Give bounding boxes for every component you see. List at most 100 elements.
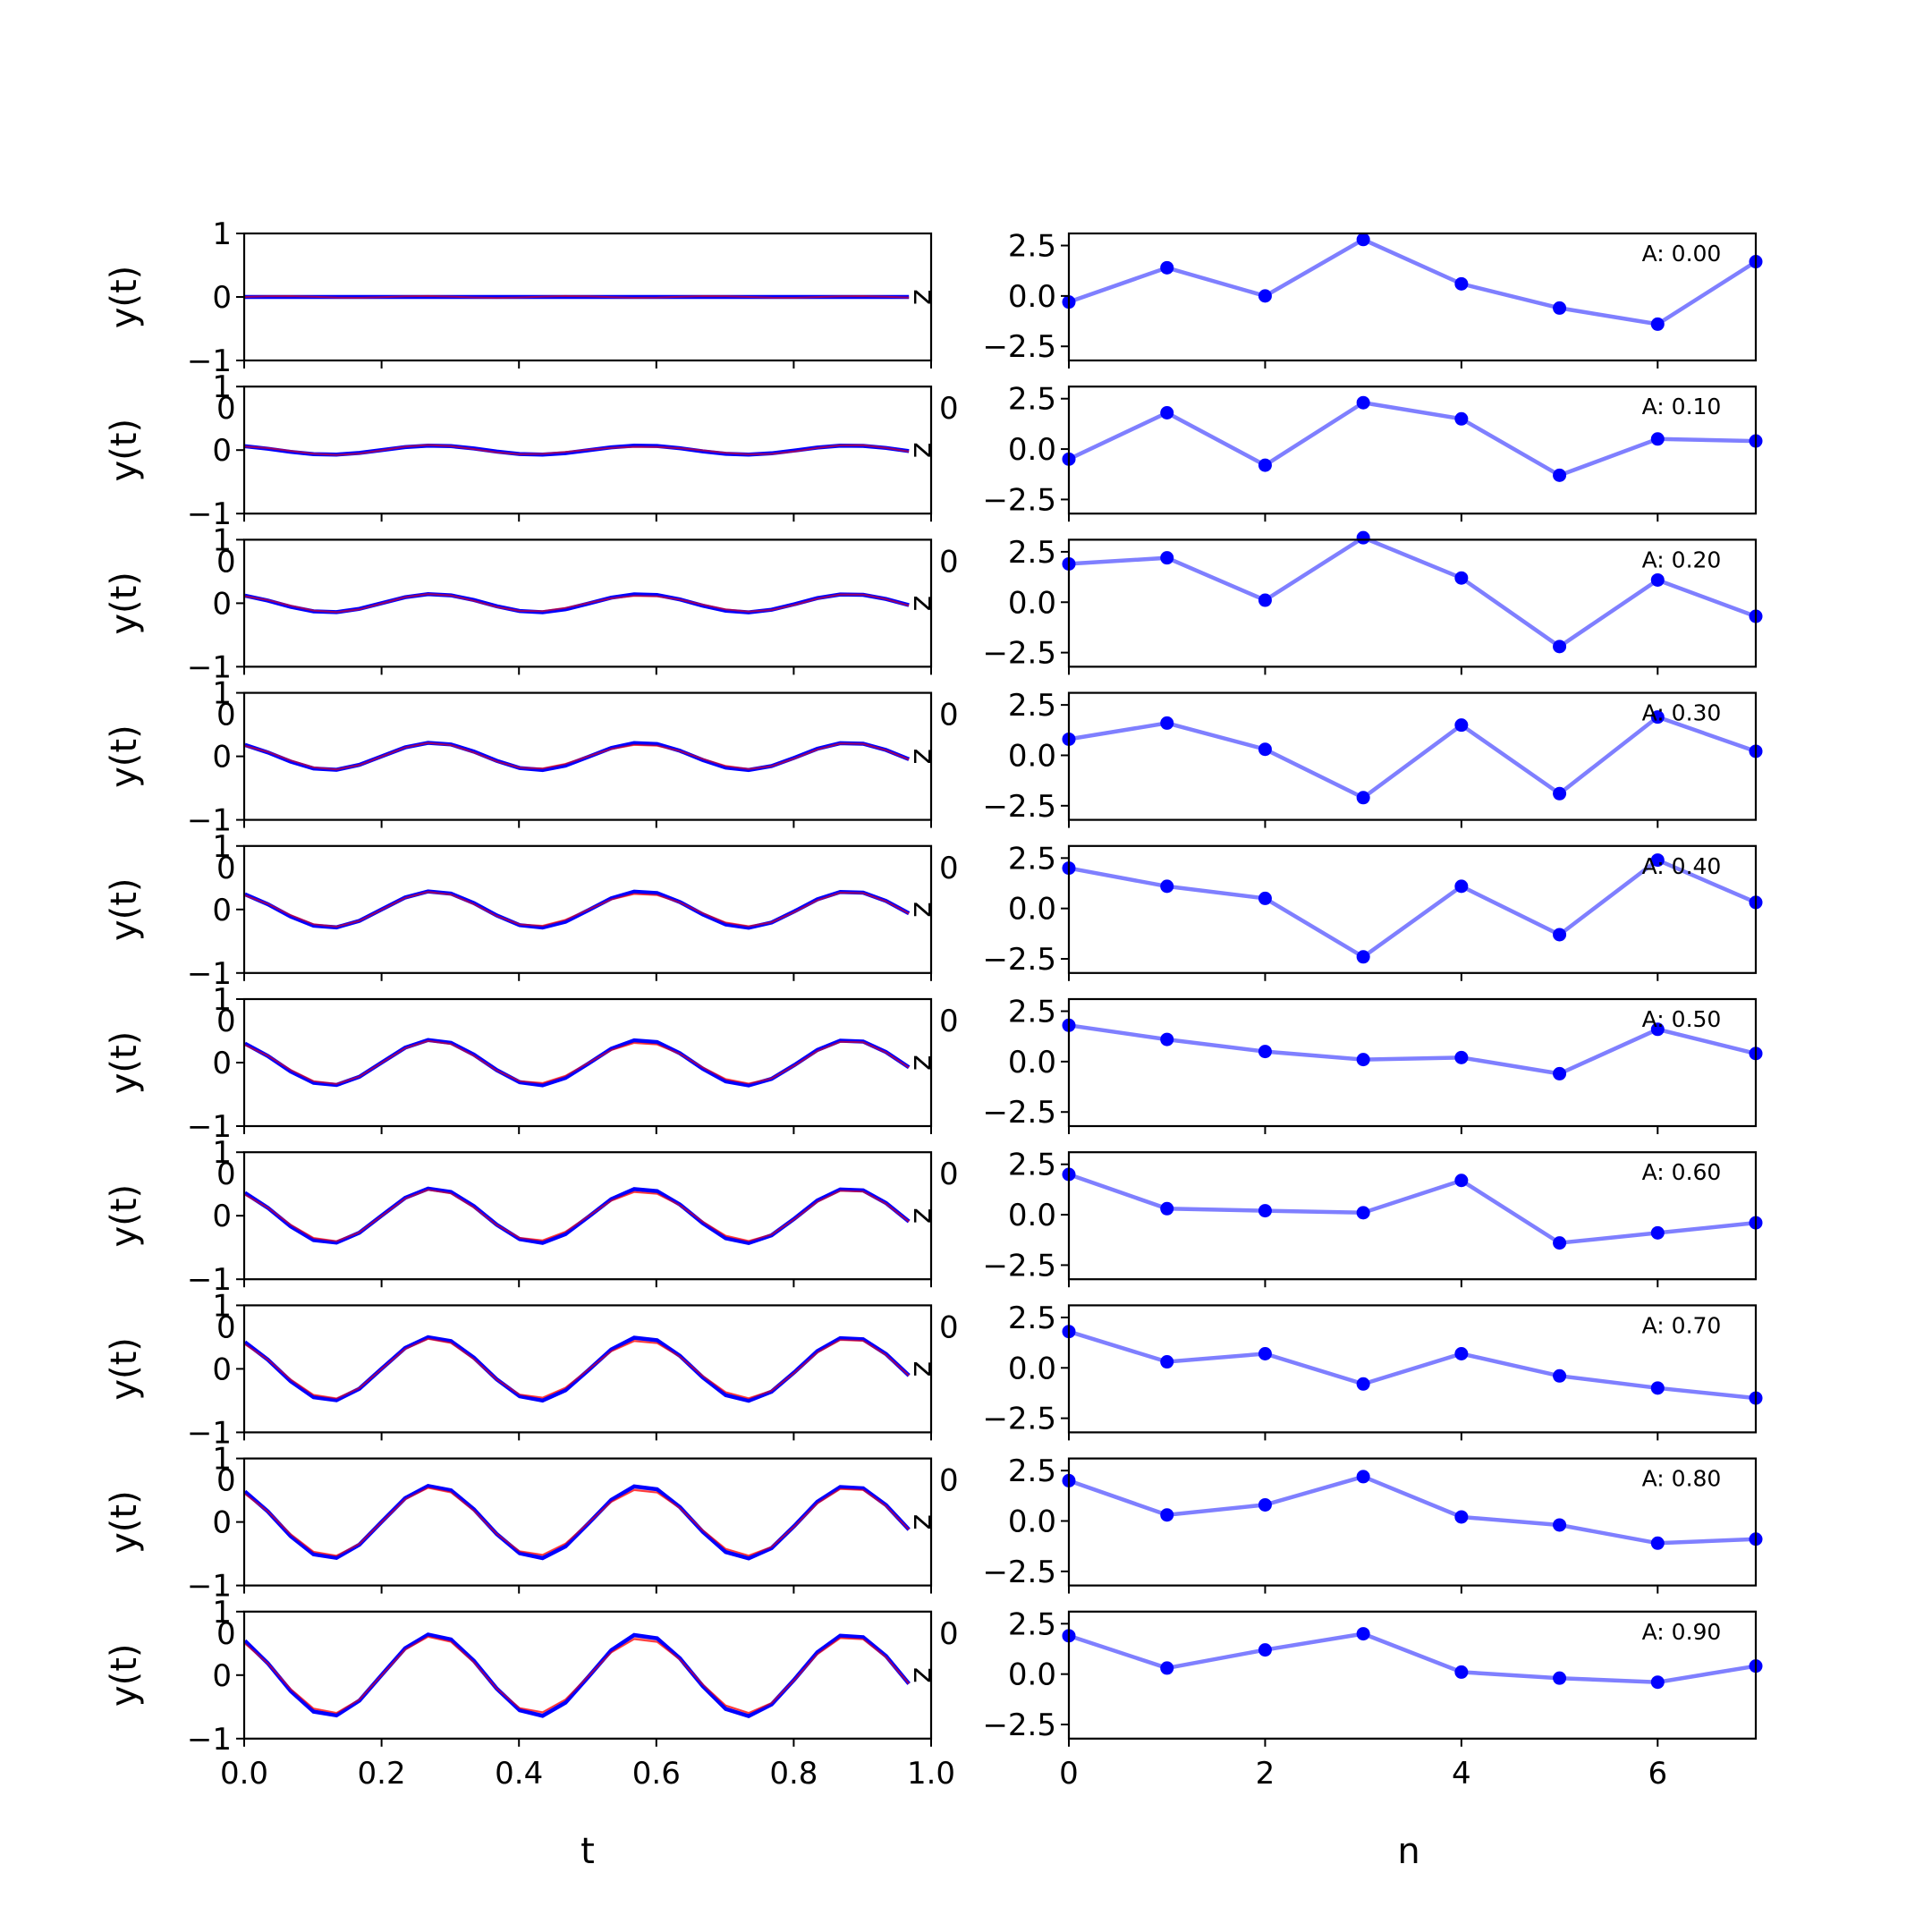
x-tick-label: 0: [1059, 1756, 1079, 1792]
overlapping-tick-label: 0: [939, 851, 959, 886]
error-band: [244, 1485, 910, 1559]
y-tick-label: 1: [212, 1442, 232, 1478]
data-point: [1160, 716, 1174, 730]
blue-signal-line: [243, 1632, 911, 1719]
data-point: [1454, 718, 1469, 733]
data-point: [1160, 1032, 1174, 1046]
overlapping-tick-label: 0: [216, 1004, 236, 1039]
error-band: [244, 1039, 910, 1087]
x-tick-label: 1.0: [907, 1756, 955, 1792]
blue-signal-line: [243, 889, 911, 930]
data-point: [1650, 572, 1665, 587]
y-tick-label: 0.0: [1008, 1504, 1056, 1539]
data-point: [1454, 879, 1469, 894]
y-tick-label: 1: [212, 1288, 232, 1324]
blue-signal-line: [243, 1186, 911, 1246]
error-band: [244, 890, 910, 928]
x-tick-label: 2: [1256, 1756, 1275, 1792]
x-tick-label: 0.8: [769, 1756, 818, 1792]
data-point: [1553, 640, 1567, 654]
error-band: [244, 1336, 910, 1402]
data-point: [1454, 1174, 1469, 1188]
blue-signal-line: [244, 592, 910, 614]
overlapping-tick-label: 0: [939, 1463, 959, 1499]
right-axes-frame: [1067, 538, 1758, 668]
red-signal-line: [244, 1635, 910, 1715]
y-tick-label: 0.0: [1008, 432, 1056, 468]
right-axes-frame: [1067, 691, 1758, 821]
data-point: [1356, 791, 1370, 805]
overlapping-tick-label: 0: [216, 851, 236, 886]
red-signal-line: [244, 294, 910, 300]
z-marker: z: [906, 1208, 942, 1224]
data-point: [1160, 1201, 1174, 1216]
right-series-line: [1068, 237, 1758, 326]
data-point: [1160, 551, 1174, 565]
y-tick-label: −2.5: [982, 789, 1056, 825]
data-point: [1650, 853, 1665, 868]
overlapping-tick-label: 0: [216, 1309, 236, 1345]
y-tick-label: 2.5: [1008, 1148, 1056, 1183]
data-point: [1258, 289, 1272, 303]
data-point: [1650, 432, 1665, 446]
y-axis-label: y(t): [104, 1490, 145, 1554]
overlapping-tick-label: 0: [216, 1463, 236, 1499]
y-tick-label: 0.0: [1008, 738, 1056, 774]
data-point: [1650, 317, 1665, 331]
overlapping-tick-label: 0: [939, 391, 959, 427]
data-point: [1553, 786, 1567, 801]
red-signal-line: [244, 741, 910, 771]
y-tick-label: 1: [212, 1595, 232, 1631]
data-point: [1356, 530, 1370, 545]
y-tick-label: −1: [187, 1262, 232, 1298]
data-point: [1160, 260, 1174, 275]
amplitude-annotation: A: 0.50: [1642, 1006, 1722, 1032]
data-point: [1553, 1518, 1567, 1532]
data-point: [1258, 1204, 1272, 1218]
data-point: [1160, 1508, 1174, 1522]
data-point: [1553, 1066, 1567, 1080]
data-point: [1650, 1022, 1665, 1037]
red-signal-line: [244, 593, 910, 614]
red-signal-line: [244, 1487, 910, 1557]
y-axis-label: y(t): [104, 878, 145, 942]
subplot-row: −1 0 1 y(t) z 2.5 0.0 −2.5 A: 0.00: [104, 216, 1763, 379]
overlapping-tick-label: 0: [216, 391, 236, 427]
right-series-line: [1068, 1023, 1757, 1076]
amplitude-annotation: A: 0.60: [1642, 1159, 1722, 1185]
y-tick-label: 1: [212, 369, 232, 405]
data-point: [1356, 1627, 1370, 1641]
data-point: [1258, 593, 1272, 607]
overlapping-tick-label: 0: [939, 1004, 959, 1039]
y-axis-label: y(t): [104, 266, 145, 329]
y-tick-label: −1: [187, 803, 232, 839]
y-tick-label: 1: [212, 1135, 232, 1171]
overlapping-tick-label: 0: [216, 544, 236, 580]
y-tick-label: −1: [187, 649, 232, 685]
data-point: [1160, 406, 1174, 420]
amplitude-annotation: A: 0.70: [1642, 1312, 1722, 1338]
data-point: [1258, 1643, 1272, 1657]
z-marker: z: [906, 1667, 942, 1683]
left-xlabel: t: [580, 1831, 595, 1872]
x-tick-label: 0.6: [632, 1756, 681, 1792]
right-axes-frame: [1067, 386, 1758, 515]
y-axis-label: y(t): [104, 1337, 145, 1401]
y-axis-label: y(t): [104, 724, 145, 788]
overlapping-tick-label: 0: [216, 1616, 236, 1652]
overlapping-tick-label: 0: [939, 1616, 959, 1652]
z-marker: z: [906, 442, 942, 458]
data-point: [1356, 1470, 1370, 1484]
data-point: [1356, 395, 1370, 410]
data-point: [1650, 1381, 1665, 1395]
y-tick-label: 0.0: [1008, 1657, 1056, 1693]
error-band: [244, 1633, 910, 1717]
data-point: [1553, 1671, 1567, 1685]
z-marker: z: [906, 749, 942, 765]
